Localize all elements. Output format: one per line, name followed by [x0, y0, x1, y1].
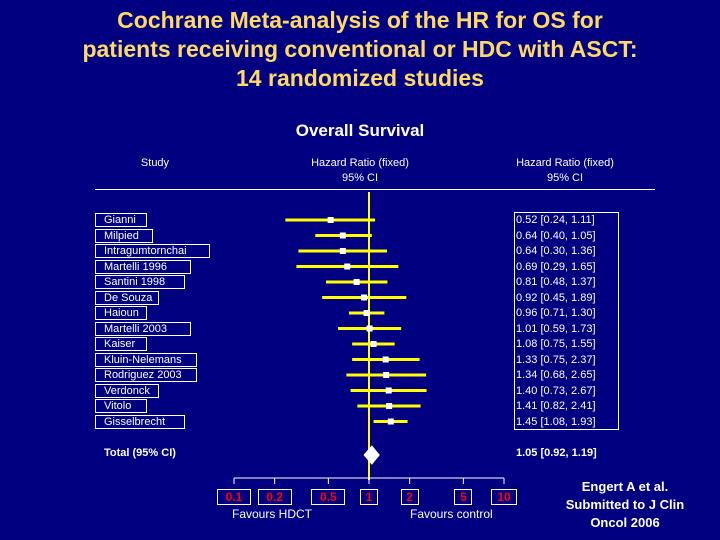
ci-values-box [514, 212, 619, 430]
study-name-box [95, 352, 198, 367]
study-ci-text: 1.08 [0.75, 1.55] [516, 338, 596, 350]
study-ci-text: 0.69 [0.29, 1.65] [516, 260, 596, 273]
x-tick-label: 0.2 [266, 490, 283, 504]
favours-left-label: Favours HDCT [232, 507, 313, 521]
study-ci-text: 1.33 [0.75, 2.37] [516, 353, 596, 366]
total-ci-text: 1.05 [0.92, 1.19] [516, 447, 597, 459]
study-point-estimate [327, 217, 334, 223]
plot-header-line-2: 95% CI [341, 172, 379, 184]
study-name-box [95, 228, 154, 243]
study-name-label: Intragumtornchai [104, 245, 187, 257]
study-name-box [95, 414, 185, 429]
study-name-box [95, 290, 160, 305]
reference-citation: Engert A et al. Submitted to J Clin Onco… [555, 478, 695, 532]
x-tick-label: 2 [406, 490, 413, 504]
study-name-box [95, 368, 198, 382]
study-ci-text: 1.41 [0.82, 2.41] [516, 400, 596, 412]
study-name-box [95, 383, 160, 398]
study-name-label: Santini 1998 [104, 276, 166, 288]
title-line-2: patients receiving conventional or HDC w… [82, 36, 638, 62]
study-name-box [95, 275, 185, 289]
study-ci-text: 1.01 [0.59, 1.73] [516, 322, 596, 335]
x-tick-label: 0.5 [320, 490, 337, 504]
study-name-label: Vitolo [104, 400, 132, 412]
header-divider [95, 189, 655, 190]
study-name-label: Martelli 1996 [104, 260, 167, 273]
study-ci-text: 1.45 [1.08, 1.93] [516, 415, 596, 428]
study-name-label: Milpied [104, 229, 139, 242]
total-label: Total (95% CI) [104, 447, 176, 459]
x-tick-box [311, 489, 346, 505]
x-tick-label: 0.1 [225, 490, 243, 504]
study-ci-text: 1.34 [0.68, 2.65] [516, 369, 596, 381]
study-column-header: Study [140, 157, 170, 169]
study-point-estimate [361, 294, 368, 301]
study-name-box [95, 244, 210, 258]
study-point-estimate [382, 356, 389, 363]
title-line-3: 14 randomized studies [236, 65, 484, 91]
reference-line-3: Oncol 2006 [590, 515, 660, 530]
study-point-estimate [339, 232, 346, 239]
slide-title: Cochrane Meta-analysis of the HR for OS … [0, 6, 720, 93]
study-point-estimate [386, 403, 393, 409]
plot-column-header: Hazard Ratio (fixed) 95% CI [280, 156, 440, 186]
title-line-1: Cochrane Meta-analysis of the HR for OS … [117, 7, 603, 33]
study-ci-text: 1.40 [0.73, 2.67] [516, 384, 596, 397]
study-point-estimate [344, 263, 351, 270]
x-tick-box [360, 489, 378, 505]
study-point-estimate [353, 279, 360, 285]
study-name-label: Verdonck [104, 384, 150, 397]
study-name-label: Gianni [104, 214, 136, 226]
x-tick-box [400, 489, 419, 505]
study-name-box [95, 213, 147, 227]
study-name-label: Kaiser [104, 338, 136, 350]
study-point-estimate [370, 341, 377, 347]
x-tick-box [454, 489, 473, 505]
study-point-estimate [385, 387, 392, 394]
study-name-label: Kluin-Nelemans [104, 353, 182, 366]
study-name-box [95, 337, 147, 351]
study-ci-text: 0.92 [0.45, 1.89] [516, 291, 596, 304]
study-ci-text: 0.81 [0.48, 1.37] [516, 276, 596, 288]
reference-line-1: Engert A et al. [581, 479, 669, 494]
x-tick-box [257, 489, 292, 505]
x-tick-box [491, 489, 517, 505]
study-ci-text: 0.64 [0.30, 1.36] [516, 245, 596, 257]
x-tick-label: 10 [497, 490, 511, 504]
study-name-label: Martelli 2003 [104, 322, 167, 335]
study-point-estimate [363, 310, 370, 316]
study-name-box [95, 306, 147, 320]
values-header-line-2: 95% CI [546, 172, 584, 184]
study-name-label: Gisselbrecht [104, 415, 166, 428]
study-name-label: Rodriguez 2003 [104, 369, 182, 381]
study-name-box [95, 259, 191, 274]
favours-right-label: Favours control [410, 507, 493, 521]
plot-header-line-1: Hazard Ratio (fixed) [311, 157, 409, 169]
study-name-label: De Souza [104, 291, 153, 304]
study-ci-text: 0.52 [0.24, 1.11] [516, 214, 595, 226]
values-header-line-1: Hazard Ratio (fixed) [516, 157, 614, 169]
reference-line-2: Submitted to J Clin [565, 497, 685, 512]
x-tick-label: 5 [460, 490, 467, 504]
chart-title: Overall Survival [295, 121, 425, 140]
x-tick-box [217, 489, 251, 505]
study-point-estimate [339, 248, 346, 254]
values-column-header: Hazard Ratio (fixed) 95% CI [490, 156, 640, 186]
study-name-box [95, 399, 147, 413]
study-point-estimate [383, 372, 390, 378]
total-diamond [363, 445, 380, 465]
study-name-label: Haioun [104, 307, 139, 319]
x-tick-label: 1 [365, 490, 373, 504]
study-ci-text: 0.64 [0.40, 1.05] [516, 229, 596, 242]
study-name-box [95, 321, 191, 336]
study-ci-text: 0.96 [0.71, 1.30] [516, 307, 596, 319]
study-point-estimate [366, 325, 373, 332]
study-point-estimate [387, 418, 394, 425]
